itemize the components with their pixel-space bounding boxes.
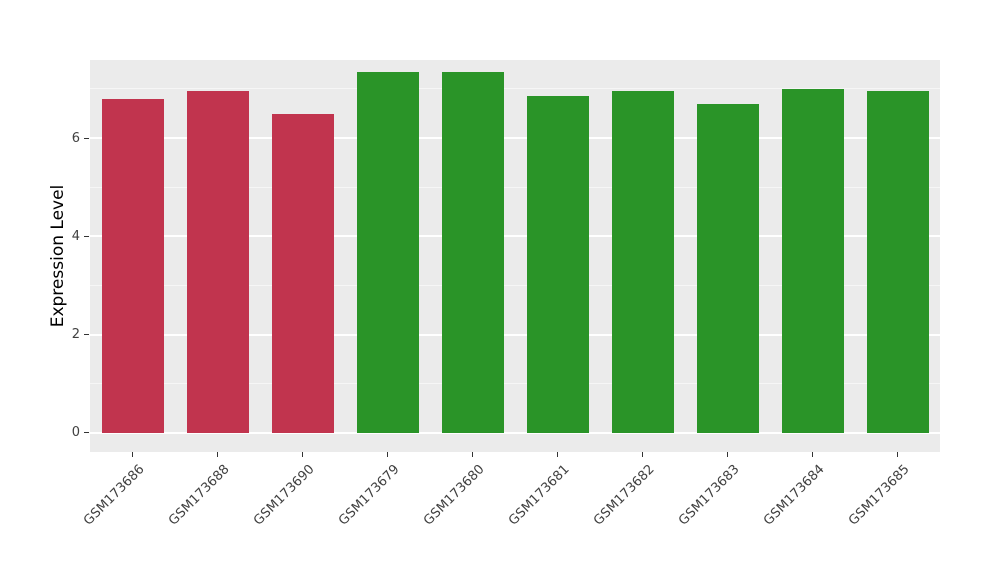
bar-GSM173690	[271, 113, 334, 433]
y-tick-label: 4	[71, 228, 80, 244]
y-tick-mark	[84, 137, 89, 139]
x-tick-mark	[812, 452, 813, 457]
bar-GSM173683	[696, 103, 759, 433]
bar-GSM173682	[611, 91, 674, 433]
x-tick-mark	[642, 452, 643, 457]
bar-GSM173684	[781, 88, 844, 433]
bar-GSM173686	[101, 98, 164, 433]
y-tick-label: 2	[71, 327, 80, 343]
bar-GSM173680	[441, 71, 504, 433]
x-tick-mark	[387, 452, 388, 457]
x-tick-mark	[897, 452, 898, 457]
y-tick-mark	[84, 334, 89, 336]
x-tick-label-GSM173685: GSM173685	[845, 462, 913, 529]
x-tick-label-GSM173688: GSM173688	[165, 462, 233, 529]
y-tick-label: 6	[71, 130, 80, 146]
x-tick-mark	[557, 452, 558, 457]
x-tick-label-GSM173683: GSM173683	[675, 462, 743, 529]
y-tick-label: 0	[71, 425, 80, 441]
bar-GSM173679	[356, 71, 419, 433]
y-tick-mark	[84, 235, 89, 237]
x-tick-label-GSM173681: GSM173681	[505, 462, 573, 529]
x-tick-label-GSM173684: GSM173684	[760, 462, 828, 529]
y-axis-title: Expression Level	[48, 184, 68, 328]
x-tick-mark	[132, 452, 133, 457]
x-tick-label-GSM173682: GSM173682	[590, 462, 658, 529]
bar-GSM173681	[526, 96, 589, 433]
x-tick-mark	[302, 452, 303, 457]
bar-GSM173688	[186, 91, 249, 433]
x-tick-label-GSM173690: GSM173690	[250, 462, 318, 529]
bar-GSM173685	[866, 91, 929, 433]
x-tick-mark	[217, 452, 218, 457]
x-tick-mark	[472, 452, 473, 457]
x-tick-label-GSM173686: GSM173686	[80, 462, 148, 529]
x-tick-mark	[727, 452, 728, 457]
y-tick-mark	[84, 432, 89, 434]
plot-panel	[90, 60, 940, 452]
x-tick-label-GSM173679: GSM173679	[335, 462, 403, 529]
x-tick-label-GSM173680: GSM173680	[420, 462, 488, 529]
